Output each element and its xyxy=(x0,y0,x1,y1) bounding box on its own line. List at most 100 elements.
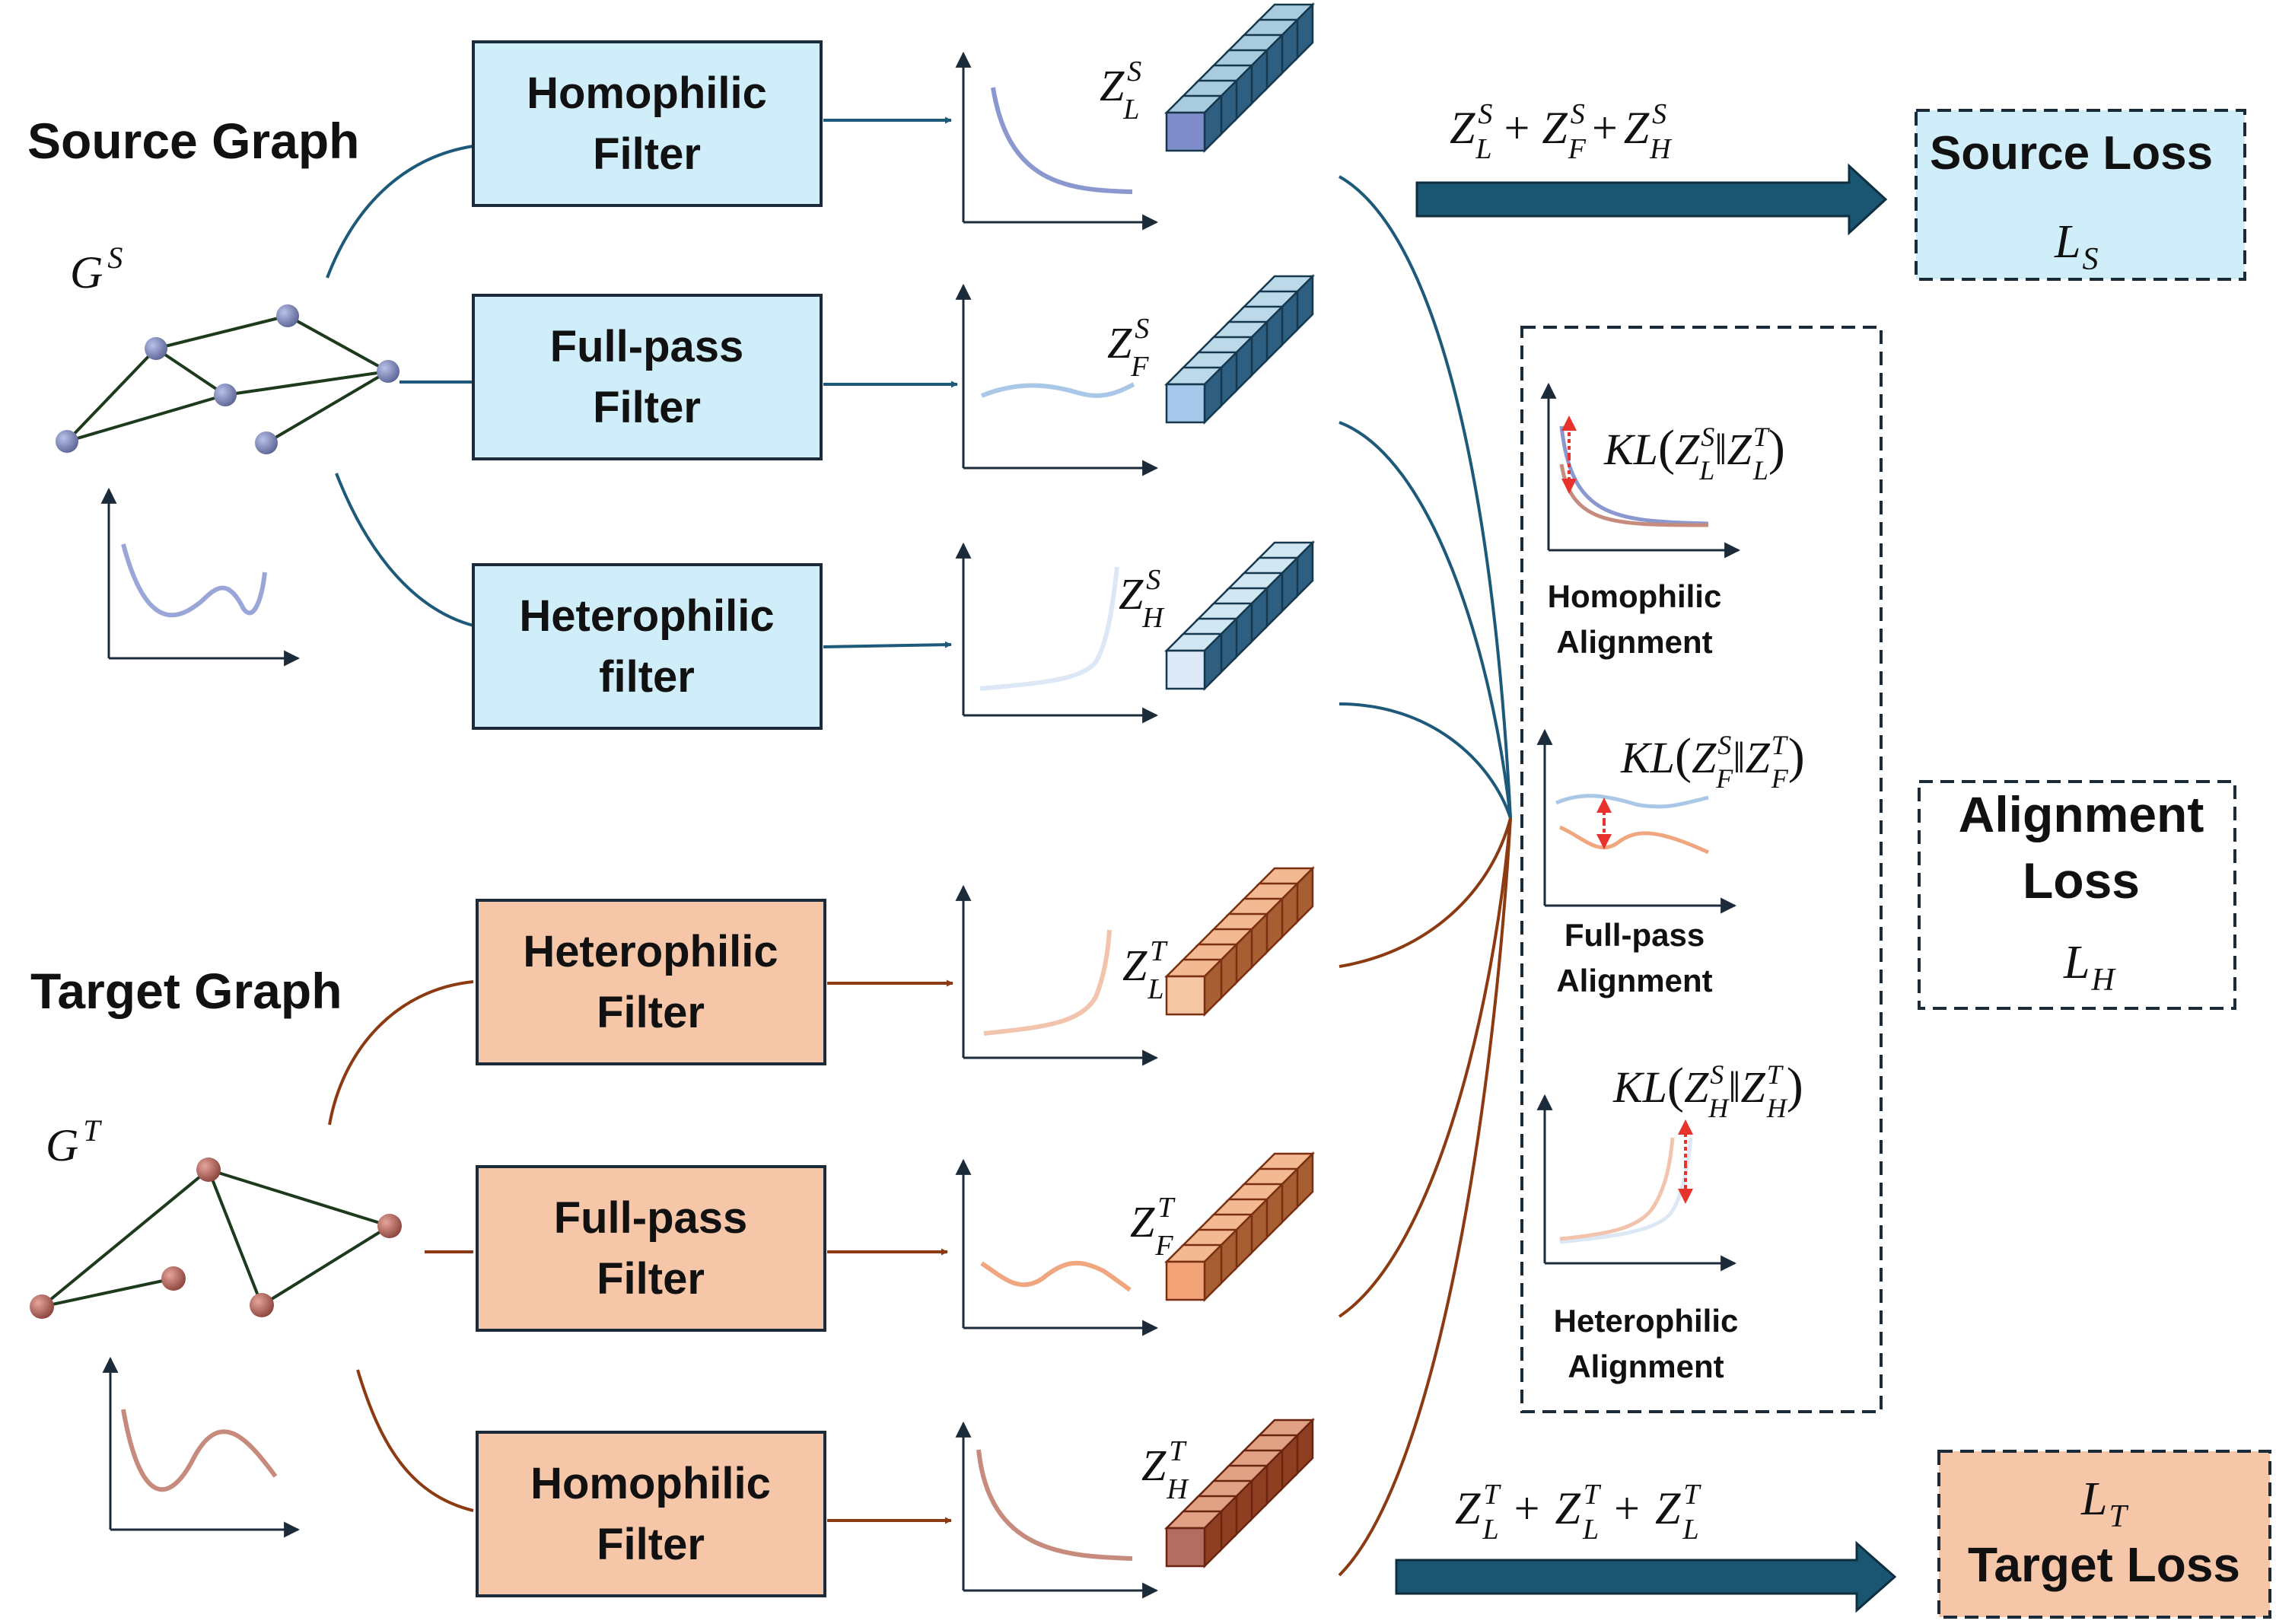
alignment-loss-label-line1: Alignment xyxy=(1959,786,2204,842)
source-filter-homophilic: Homophilic Filter xyxy=(472,40,823,207)
target-loss-symbol: LT xyxy=(2080,1473,2128,1534)
filter-label-line1: Homophilic xyxy=(527,68,767,118)
target-graph-spectrum-plot xyxy=(102,1356,301,1538)
target-spectrum-curve xyxy=(121,1409,278,1492)
alignment-source-homophilic-curve xyxy=(1559,425,1709,526)
source-high-embedding-stack xyxy=(1163,540,1316,692)
target-high-embedding-stack xyxy=(1163,1417,1316,1569)
target-graph-nodes xyxy=(30,1157,402,1319)
target-alignment-connectors xyxy=(1338,817,1512,1577)
source-alignment-connectors xyxy=(1339,175,1512,819)
alignment-loss-symbol: LH xyxy=(2063,937,2116,998)
source-loss-label: Source Loss xyxy=(1930,127,2213,180)
filter-label-line1: Full-pass xyxy=(550,322,744,371)
filter-label-line2: Filter xyxy=(593,383,701,432)
target-graph-edges xyxy=(40,1168,391,1308)
filter-label-line2: Filter xyxy=(597,1520,705,1569)
target-full-pass-response-curve xyxy=(980,1260,1132,1292)
alignment-loss-box: Alignment Loss LH xyxy=(1918,780,2236,1010)
graph-node xyxy=(56,430,78,453)
filter-label-line1: Heterophilic xyxy=(519,591,774,641)
target-low-embedding-stack xyxy=(1163,865,1316,1017)
kl-expression-full-pass: KL(ZS F‖ZT F) xyxy=(1620,728,1805,794)
alignment-source-heterophilic-curve xyxy=(1559,1137,1693,1244)
graph-node xyxy=(214,384,237,406)
source-spectrum-curve xyxy=(121,543,267,618)
filter-label-line2: filter xyxy=(599,652,695,702)
target-graph-connectors xyxy=(328,980,474,1512)
source-filter-heterophilic: Heterophilic filter xyxy=(472,563,823,730)
source-sum-expression: Z S L + Z S F + Z S H xyxy=(1450,98,1673,165)
response-plot-axes xyxy=(955,51,1159,1599)
graph-node xyxy=(250,1293,274,1317)
filter-label-line1: Homophilic xyxy=(530,1459,771,1508)
kl-expression-heterophilic: KL(ZS H‖ZT H) xyxy=(1612,1058,1803,1123)
target-filter-full-pass: Full-pass Filter xyxy=(476,1165,826,1332)
source-graph-title: Source Graph xyxy=(27,113,359,169)
alignment-target-full-pass-curve xyxy=(1559,825,1710,855)
target-homophilic-response-curve xyxy=(976,1449,1133,1561)
graph-node xyxy=(276,304,299,327)
graph-node xyxy=(377,1214,402,1238)
alignment-caption-homophilic-line1: Homophilic xyxy=(1548,578,1722,614)
filter-label-line1: Heterophilic xyxy=(523,927,778,976)
source-graph xyxy=(56,304,399,454)
filter-label-line2: Filter xyxy=(597,988,705,1037)
graph-node xyxy=(145,337,167,360)
target-loss-label: Target Loss xyxy=(1968,1537,2240,1592)
source-full-pass-response-curve xyxy=(980,382,1135,398)
alignment-target-heterophilic-curve xyxy=(1559,1137,1675,1241)
target-filter-output-arrows xyxy=(827,979,953,1524)
target-full-embedding-stack xyxy=(1163,1151,1316,1303)
source-filter-full-pass: Full-pass Filter xyxy=(472,294,823,460)
alignment-caption-full-pass-line2: Alignment xyxy=(1556,963,1712,998)
source-graph-edges xyxy=(65,314,390,444)
alignment-source-full-pass-curve xyxy=(1555,794,1709,809)
filter-label-line2: Filter xyxy=(597,1254,705,1304)
source-graph-spectrum-plot xyxy=(100,487,301,667)
kl-expression-homophilic: KL(ZS L‖ZT L) xyxy=(1603,420,1785,486)
alignment-caption-heterophilic-line1: Heterophilic xyxy=(1554,1303,1739,1339)
alignment-plot-axes xyxy=(1536,382,1741,1272)
source-full-embedding-stack xyxy=(1163,273,1316,425)
source-homophilic-response-curve xyxy=(991,87,1133,194)
alignment-loss-label-line2: Loss xyxy=(2023,852,2140,909)
graph-node xyxy=(196,1157,221,1182)
target-filter-heterophilic: Heterophilic Filter xyxy=(476,899,826,1065)
source-loss-box: Source Loss LS xyxy=(1915,109,2246,281)
target-heterophilic-response-curve xyxy=(983,929,1112,1036)
filter-label-line1: Full-pass xyxy=(554,1193,748,1243)
embedding-stacks xyxy=(1163,2,1316,1569)
graph-node xyxy=(161,1266,186,1291)
target-filter-homophilic: Homophilic Filter xyxy=(476,1431,826,1597)
target-graph xyxy=(30,1157,402,1319)
target-sum-expression: Z T L + Z T L + Z T L xyxy=(1455,1479,1701,1546)
alignment-caption-heterophilic-line2: Alignment xyxy=(1568,1349,1724,1384)
graph-node xyxy=(30,1294,54,1319)
alignment-caption-full-pass-line1: Full-pass xyxy=(1565,917,1705,953)
source-low-embedding-stack xyxy=(1163,2,1316,154)
target-sum-arrow xyxy=(1395,1540,1897,1613)
target-graph-title: Target Graph xyxy=(30,963,342,1019)
target-loss-box: LT Target Loss xyxy=(1937,1450,2271,1619)
source-graph-nodes xyxy=(56,304,399,454)
alignment-caption-homophilic-line2: Alignment xyxy=(1556,624,1712,660)
alignment-panel xyxy=(1520,326,1883,1413)
source-graph-connectors xyxy=(326,145,474,627)
graph-node xyxy=(377,360,399,383)
graph-node xyxy=(255,431,278,454)
filter-label-line2: Filter xyxy=(593,129,701,179)
source-filter-output-arrows xyxy=(823,116,958,648)
source-heterophilic-response-curve xyxy=(979,566,1119,691)
source-loss-symbol: LS xyxy=(2054,216,2098,277)
source-sum-arrow xyxy=(1415,163,1888,236)
